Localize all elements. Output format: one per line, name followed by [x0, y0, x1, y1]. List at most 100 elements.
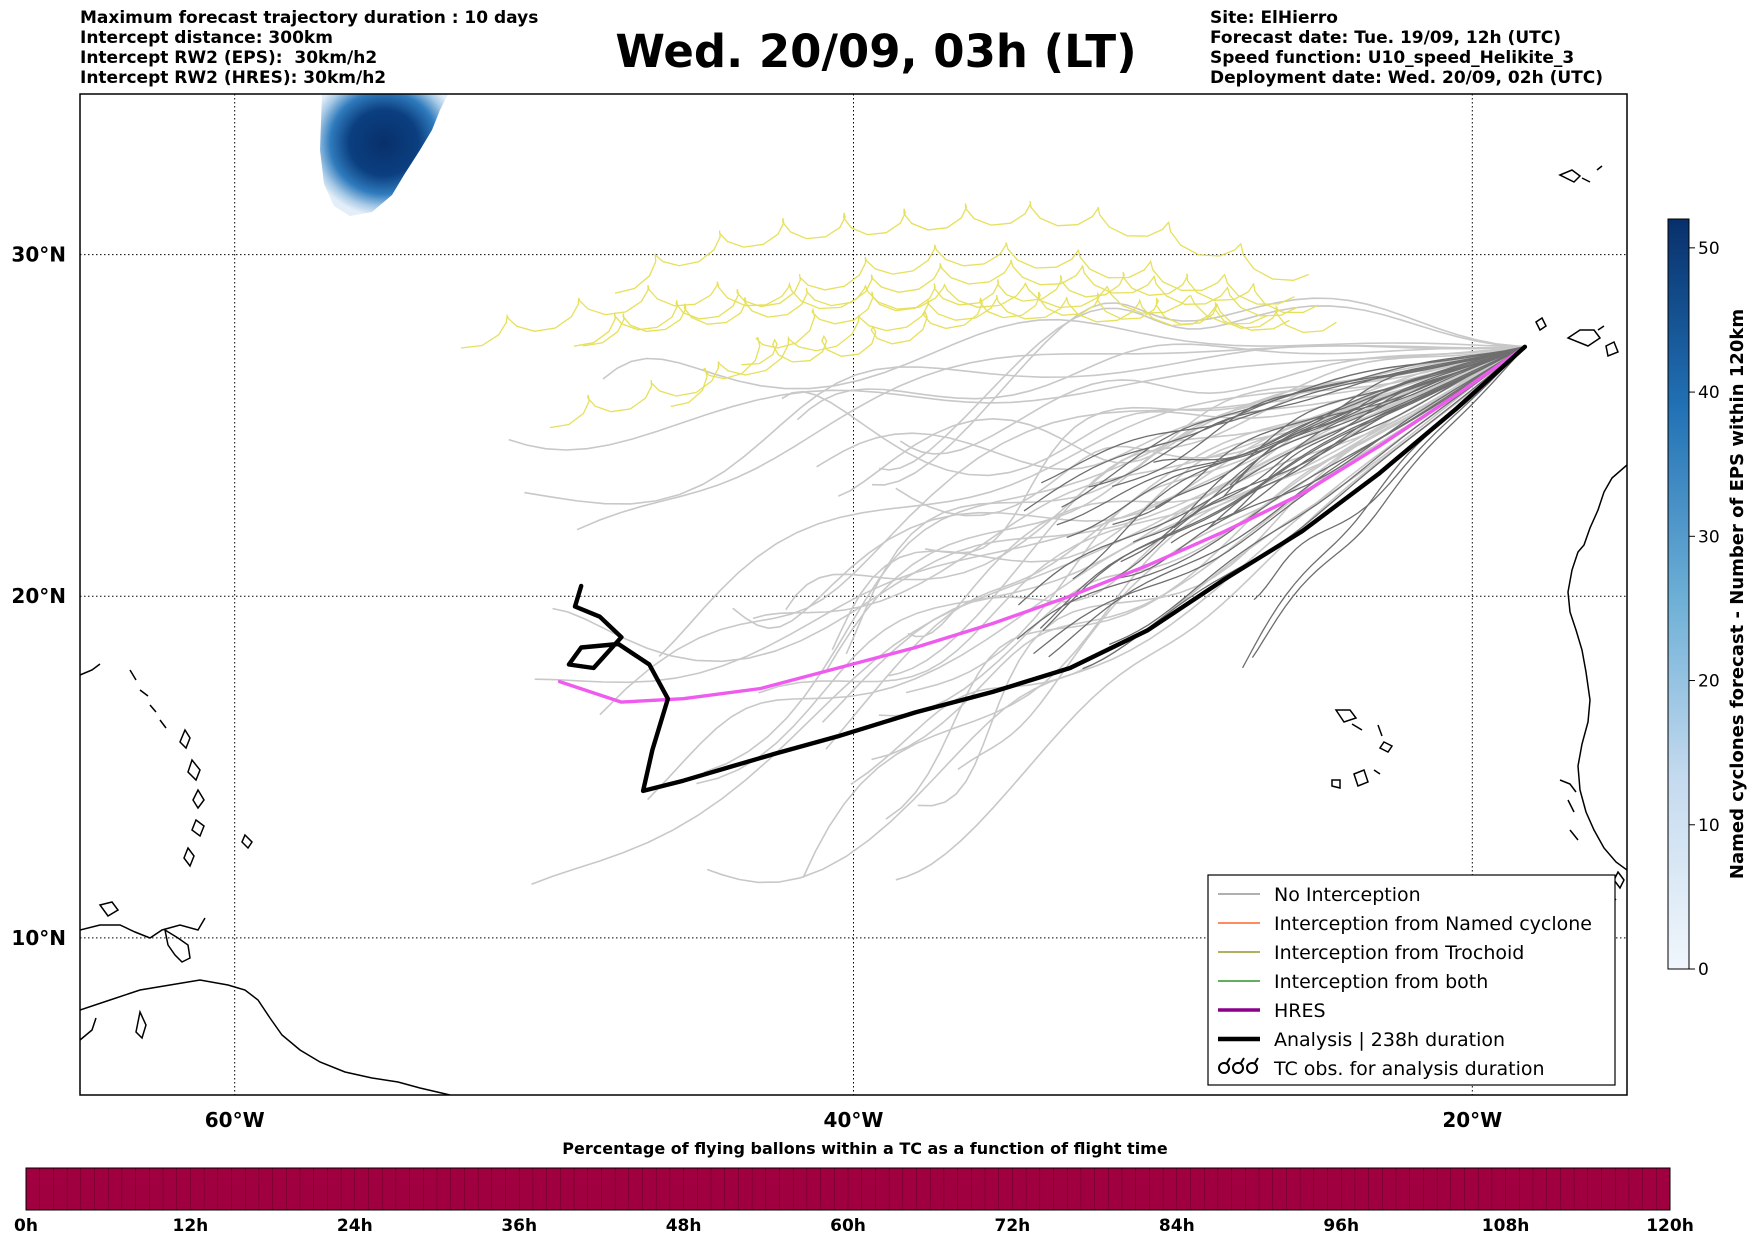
- colorbar: 0 10 20 30 40 50 Named cyclones forecast - Nu…: [1667, 218, 1748, 980]
- eps-track-dark: [1112, 346, 1526, 526]
- eps-track-dark: [1088, 346, 1526, 488]
- bottom-bar-title: Percentage of flying ballons within a TC…: [562, 1139, 1168, 1158]
- latitude-labels: 30°N 20°N 10°N: [11, 243, 66, 950]
- eps-track-light: [706, 346, 1526, 884]
- eps-track-light: [534, 346, 1526, 684]
- eps-track-light: [796, 343, 1525, 421]
- colorbar-label: Named cyclones forecast - Number of EPS …: [1727, 309, 1748, 879]
- bottom-bar-tick-label: 120h: [1646, 1216, 1694, 1236]
- trochoid-track: [741, 291, 1337, 366]
- lon-tick-label: 40°W: [824, 1108, 884, 1132]
- bottom-bar-tick-label: 108h: [1482, 1216, 1530, 1236]
- island-trinidad: [163, 928, 191, 963]
- header-max-duration: Maximum forecast trajectory duration : 1…: [80, 8, 539, 28]
- header-speed-function: Speed function: U10_speed_Helikite_3: [1210, 48, 1575, 68]
- header-intercept-distance: Intercept distance: 300km: [80, 28, 333, 48]
- header-intercept-eps: Intercept RW2 (EPS): 30km/h2: [80, 48, 378, 68]
- eps-track-light: [602, 318, 1525, 390]
- bottom-bar: Percentage of flying ballons within a TC…: [14, 1139, 1694, 1236]
- legend-label: TC obs. for analysis duration: [1273, 1058, 1545, 1080]
- eps-track-light: [917, 346, 1526, 807]
- trochoid-track: [614, 200, 1309, 294]
- legend-box: [1207, 874, 1616, 1086]
- colorbar-tick-label: 10: [1698, 816, 1720, 836]
- header-forecast-date: Forecast date: Tue. 19/09, 12h (UTC): [1210, 28, 1561, 48]
- eps-track-light: [845, 346, 1526, 655]
- colorbar-fill: [1667, 218, 1690, 970]
- trochoid-track: [670, 271, 1319, 408]
- colorbar-tick-label: 0: [1698, 960, 1709, 980]
- island-la-palma: [1535, 316, 1547, 332]
- lon-tick-label: 20°W: [1442, 1108, 1502, 1132]
- bottom-bar-tick-label: 36h: [501, 1216, 537, 1236]
- page-title: Wed. 20/09, 03h (LT): [615, 25, 1137, 78]
- eps-track-light: [576, 344, 1525, 531]
- bottom-bar-tick-label: 48h: [666, 1216, 702, 1236]
- bottom-bar-tick-label: 96h: [1323, 1216, 1359, 1236]
- eps-track-light: [781, 346, 1526, 477]
- lat-tick-label: 30°N: [11, 243, 66, 267]
- islands-cape-verde-north: [1334, 709, 1394, 753]
- coast-venezuela: [80, 917, 206, 939]
- eps-track-light: [878, 346, 1526, 717]
- eps-track-light: [802, 346, 1526, 878]
- coast-inlet: [135, 1009, 147, 1040]
- eps-track-dark: [1120, 346, 1526, 563]
- coast-hispaniola: [80, 663, 101, 676]
- bottom-bar-tick-label: 60h: [830, 1216, 866, 1236]
- eps-trajectories-light: [508, 297, 1526, 886]
- eps-track-light: [508, 346, 1525, 451]
- map-area: [80, 94, 1627, 1095]
- eps-trajectories-dark: [1016, 346, 1526, 670]
- analysis-trajectory: [566, 344, 1528, 794]
- eps-track-dark: [1108, 346, 1526, 646]
- legend-label: Analysis | 238h duration: [1274, 1029, 1505, 1051]
- header-deployment-date: Deployment date: Wed. 20/09, 02h (UTC): [1210, 68, 1604, 88]
- bottom-bar-tick-label: 0h: [14, 1216, 38, 1236]
- eps-track-light: [899, 346, 1525, 455]
- tc-obs-icon: [1218, 1057, 1259, 1074]
- islands-lesser-antilles: [179, 728, 205, 868]
- bottom-bar-tick-label: 72h: [995, 1216, 1031, 1236]
- eps-track-light: [821, 346, 1526, 723]
- islands-cape-verde-south: [1331, 769, 1381, 789]
- hres-trajectory: [557, 345, 1527, 704]
- colorbar-tick-label: 30: [1698, 527, 1720, 547]
- eps-track-light: [732, 346, 1526, 630]
- trochoid-track: [460, 281, 1268, 349]
- islands-azores-2: [1596, 165, 1603, 171]
- eps-track-dark: [1206, 346, 1526, 531]
- legend-label: Interception from both: [1274, 971, 1488, 993]
- longitude-labels: 60°W 40°W 20°W: [205, 1108, 1503, 1132]
- eps-track-dark: [1048, 346, 1526, 658]
- colorbar-tick-label: 40: [1698, 383, 1720, 403]
- islands-virgin: [129, 669, 167, 729]
- map-frame: [79, 93, 1628, 1096]
- island-aruba: [98, 901, 120, 917]
- coast-guinea-bissau: [1559, 779, 1579, 841]
- eps-track-dark: [1017, 346, 1526, 606]
- islands-azores: [1558, 169, 1591, 183]
- header-site: Site: ElHierro: [1210, 8, 1338, 28]
- eps-track-dark: [1154, 346, 1526, 509]
- eps-track-dark: [1039, 346, 1526, 629]
- legend-label: HRES: [1274, 1000, 1326, 1022]
- lat-tick-label: 20°N: [11, 584, 66, 608]
- legend-label: Interception from Named cyclone: [1274, 913, 1592, 935]
- eps-track-dark: [1170, 346, 1526, 544]
- eps-track-light: [758, 346, 1526, 694]
- lat-tick-label: 10°N: [11, 926, 66, 950]
- trochoid-trajectories: [460, 200, 1337, 429]
- eps-track-light: [552, 346, 1526, 663]
- eps-track-dark: [1098, 346, 1526, 585]
- eps-track-light: [907, 346, 1526, 638]
- eps-track-dark: [1041, 346, 1526, 484]
- lon-tick-label: 60°W: [205, 1108, 265, 1132]
- eps-track-dark: [1253, 346, 1526, 601]
- legend-label: No Interception: [1274, 884, 1421, 906]
- coast-colombia: [80, 1017, 97, 1041]
- series-lines: [557, 344, 1528, 794]
- trochoid-track: [549, 295, 1290, 429]
- named-cyclone-density: [320, 94, 448, 216]
